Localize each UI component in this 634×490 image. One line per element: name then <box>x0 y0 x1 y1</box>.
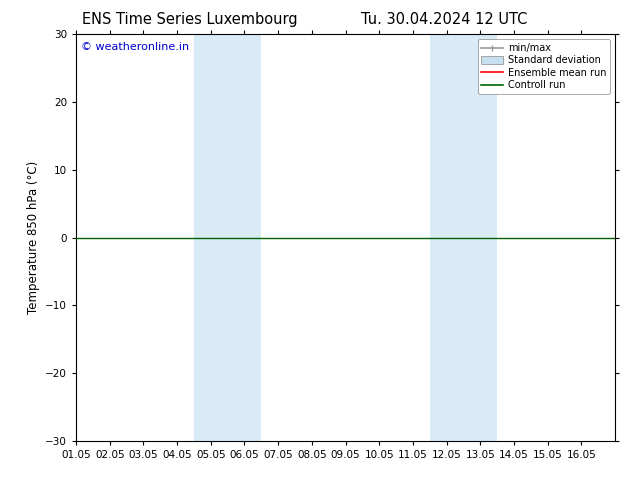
Text: Tu. 30.04.2024 12 UTC: Tu. 30.04.2024 12 UTC <box>361 12 527 27</box>
Bar <box>430 34 497 441</box>
Text: ENS Time Series Luxembourg: ENS Time Series Luxembourg <box>82 12 298 27</box>
Legend: min/max, Standard deviation, Ensemble mean run, Controll run: min/max, Standard deviation, Ensemble me… <box>477 39 610 94</box>
Y-axis label: Temperature 850 hPa (°C): Temperature 850 hPa (°C) <box>27 161 39 314</box>
Bar <box>194 34 261 441</box>
Text: © weatheronline.in: © weatheronline.in <box>81 43 190 52</box>
